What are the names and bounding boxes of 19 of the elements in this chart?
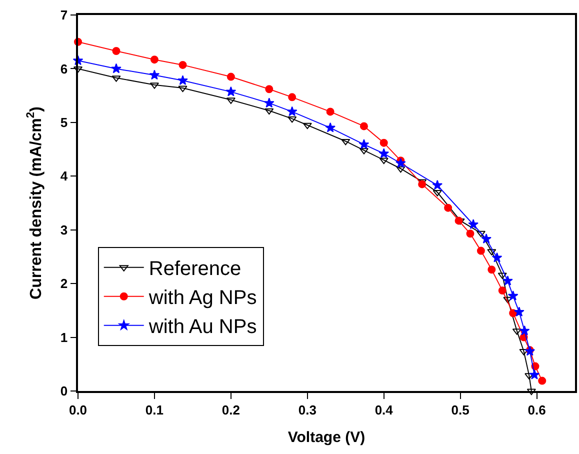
x-tick-label: 0.6 (528, 402, 546, 418)
y-tick-label: 7 (60, 8, 68, 23)
x-tick-label: 0.4 (374, 402, 394, 418)
y-tick-label: 1 (60, 330, 68, 345)
y-tick-label: 3 (60, 222, 68, 238)
x-tick-label: 0.3 (298, 402, 316, 418)
x-tick-label: 0.1 (145, 402, 164, 418)
legend-label: with Ag NPs (148, 287, 257, 310)
y-tick-label: 4 (60, 168, 68, 184)
x-tick-label: 0.2 (222, 402, 240, 418)
legend-label: Reference (148, 258, 242, 280)
y-tick-label: 6 (60, 61, 68, 76)
legend-label: with Au NPs (148, 316, 257, 338)
x-axis-title: Voltage (V) (288, 428, 366, 446)
x-tick-label: 0.5 (451, 402, 470, 418)
x-tick-label: 0.0 (68, 402, 88, 418)
y-tick-label: 5 (60, 114, 68, 130)
y-tick-label: 2 (60, 276, 68, 292)
y-tick-label: 0 (60, 384, 68, 399)
